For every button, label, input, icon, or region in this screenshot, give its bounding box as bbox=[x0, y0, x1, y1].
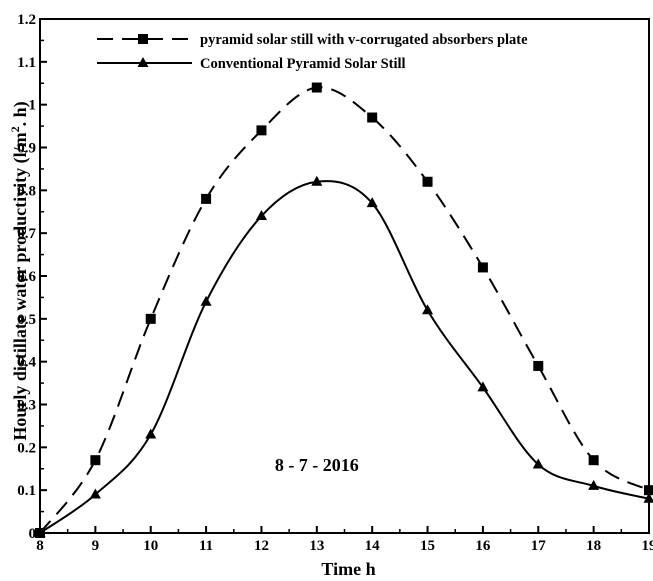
x-tick-label: 17 bbox=[531, 538, 547, 554]
data-point-square bbox=[477, 262, 488, 273]
data-point-triangle bbox=[145, 428, 157, 439]
x-tick-label: 8 bbox=[36, 538, 44, 554]
legend: pyramid solar still with v-corrugated ab… bbox=[97, 32, 528, 72]
data-point-triangle bbox=[532, 458, 544, 469]
y-axis-title-tail: . h) bbox=[10, 101, 31, 126]
x-tick-label: 9 bbox=[92, 538, 100, 554]
data-point-square bbox=[311, 82, 322, 93]
y-tick-label: 0.4 bbox=[17, 355, 36, 371]
x-axis-title: Time h bbox=[321, 559, 375, 579]
x-tick-label: 14 bbox=[365, 538, 381, 554]
data-point-square bbox=[422, 176, 433, 187]
y-tick-label: 0.1 bbox=[17, 483, 36, 499]
data-point-square bbox=[256, 125, 267, 136]
x-tick-label: 12 bbox=[254, 538, 269, 554]
x-tick-label: 11 bbox=[199, 538, 213, 554]
y-axis-title-main: Hourly distillate water productivity (l/… bbox=[10, 132, 31, 440]
y-axis-tick-labels: 0 0.1 0.2 0.3 0.4 0.5 0.6 0.7 0.8 0.9 1 1.1 1.2 bbox=[17, 12, 36, 542]
data-point-square bbox=[533, 360, 544, 371]
data-point-triangle bbox=[477, 381, 489, 392]
x-tick-label: 15 bbox=[420, 538, 435, 554]
data-point-square bbox=[588, 455, 599, 466]
date-annotation: 8 - 7 - 2016 bbox=[275, 455, 359, 475]
legend-swatch-square-marker bbox=[138, 34, 148, 44]
y-tick-label: 0.7 bbox=[17, 226, 36, 242]
y-axis-title: Hourly distillate water productivity (l/… bbox=[8, 101, 31, 440]
legend-swatch-triangle-marker bbox=[137, 57, 149, 67]
x-tick-label: 16 bbox=[475, 538, 491, 554]
series-line-conventional bbox=[39, 180, 650, 534]
data-point-triangle bbox=[200, 295, 212, 306]
data-point-triangle bbox=[366, 197, 378, 208]
x-tick-label: 19 bbox=[642, 538, 653, 554]
legend-label-conventional: Conventional Pyramid Solar Still bbox=[200, 56, 406, 72]
data-point-triangle bbox=[89, 488, 101, 499]
data-point-square bbox=[90, 455, 101, 466]
data-point-triangle bbox=[255, 210, 267, 221]
y-axis-title-superscript: 2 bbox=[8, 126, 22, 132]
y-tick-label: 0.3 bbox=[17, 398, 36, 414]
y-tick-label: 0 bbox=[29, 526, 37, 542]
y-tick-label: 1 bbox=[29, 98, 37, 114]
data-point-square bbox=[145, 313, 156, 324]
data-point-square bbox=[367, 112, 378, 123]
y-tick-label: 0.9 bbox=[17, 141, 36, 157]
data-point-triangle bbox=[311, 175, 323, 186]
x-tick-label: 10 bbox=[143, 538, 158, 554]
axis-ticks bbox=[39, 18, 650, 534]
data-point-square bbox=[201, 193, 212, 204]
data-point-triangle bbox=[588, 479, 600, 490]
data-point-triangle bbox=[422, 304, 434, 315]
x-tick-label: 18 bbox=[586, 538, 601, 554]
y-tick-label: 0.8 bbox=[17, 183, 36, 199]
y-tick-label: 0.6 bbox=[17, 269, 36, 285]
legend-label-v-corrugated: pyramid solar still with v-corrugated ab… bbox=[200, 32, 528, 48]
y-tick-label: 1.1 bbox=[17, 55, 36, 71]
y-tick-label: 0.5 bbox=[17, 312, 36, 328]
y-tick-label: 1.2 bbox=[17, 12, 36, 28]
y-tick-label: 0.2 bbox=[17, 440, 36, 456]
x-axis-tick-labels: 8 9 10 11 12 13 14 15 16 17 18 19 bbox=[36, 538, 653, 554]
x-tick-label: 13 bbox=[309, 538, 324, 554]
